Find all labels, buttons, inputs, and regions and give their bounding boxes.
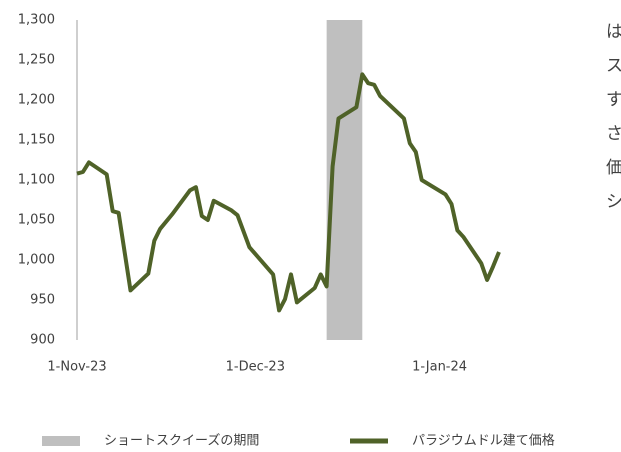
y-tick-label: 900 <box>30 333 55 348</box>
y-tick-label: 1,200 <box>18 93 55 108</box>
side-text: ス <box>606 56 621 76</box>
side-text: は <box>606 22 621 42</box>
side-text: 価 <box>606 158 621 178</box>
y-tick-label: 1,100 <box>18 173 55 188</box>
side-text: す <box>606 90 621 110</box>
legend-swatch <box>42 436 80 446</box>
side-text: シ <box>606 192 621 212</box>
x-tick-label: 1-Dec-23 <box>226 360 285 375</box>
y-tick-label: 950 <box>30 293 55 308</box>
x-tick-label: 1-Jan-24 <box>412 360 467 375</box>
y-tick-label: 1,250 <box>18 53 55 68</box>
y-tick-label: 1,300 <box>18 13 55 28</box>
side-text: さ <box>606 124 621 144</box>
y-tick-label: 1,050 <box>18 213 55 228</box>
legend-label: ショートスクイーズの期間 <box>104 433 259 449</box>
legend-label: パラジウムドル建て価格 <box>412 433 555 449</box>
y-tick-label: 1,000 <box>18 253 55 268</box>
y-tick-label: 1,150 <box>18 133 55 148</box>
price-line <box>76 72 501 313</box>
x-tick-label: 1-Nov-23 <box>47 360 106 375</box>
